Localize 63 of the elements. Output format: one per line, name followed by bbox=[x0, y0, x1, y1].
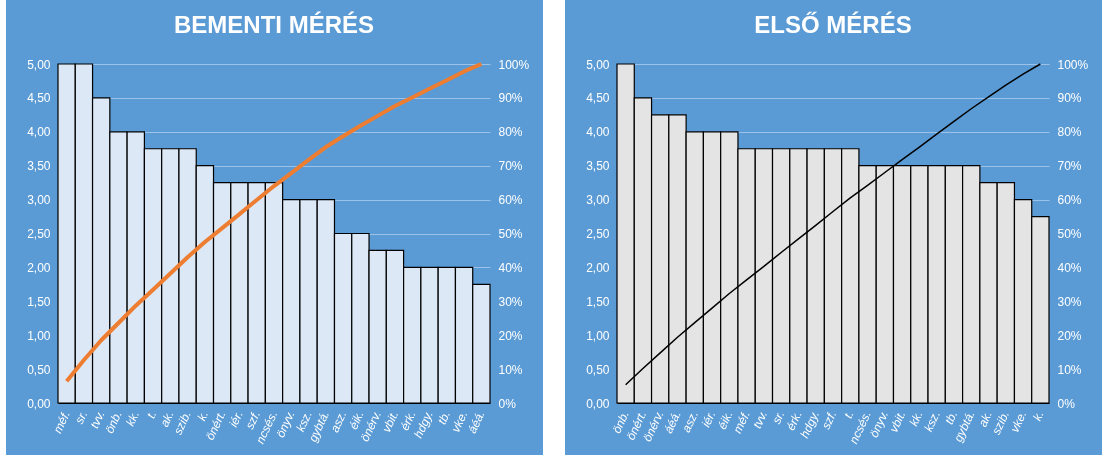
x-tick-label: k. bbox=[1030, 408, 1047, 423]
x-tick-label: iér. bbox=[226, 408, 246, 430]
y-tick-label: 3,00 bbox=[27, 193, 51, 208]
x-tick-label: szf. bbox=[818, 408, 840, 432]
y2-tick-label: 80% bbox=[498, 125, 523, 140]
y2-tick-label: 30% bbox=[1057, 294, 1082, 309]
x-tick-label: k. bbox=[194, 408, 212, 423]
y2-tick-label: 40% bbox=[1057, 260, 1082, 275]
y-tick-label: 0,00 bbox=[586, 396, 610, 411]
x-tick-label: méf. bbox=[50, 408, 73, 436]
x-tick-label: ksz. bbox=[921, 408, 944, 434]
y-tick-label: 1,00 bbox=[586, 328, 610, 343]
y2-tick-label: 0% bbox=[1057, 396, 1076, 411]
y-tick-label: 0,50 bbox=[586, 362, 610, 377]
y2-tick-label: 20% bbox=[498, 328, 523, 343]
y-tick-label: 5,00 bbox=[586, 57, 610, 72]
y-tick-label: 2,00 bbox=[27, 260, 51, 275]
chart-title: ELSŐ MÉRÉS bbox=[754, 11, 912, 38]
y2-tick-label: 40% bbox=[498, 260, 523, 275]
chart-title: BEMENTI MÉRÉS bbox=[173, 11, 375, 38]
y2-tick-label: 50% bbox=[1057, 227, 1082, 241]
y-tick-label: 4,50 bbox=[27, 91, 51, 106]
y2-tick-label: 90% bbox=[498, 91, 523, 106]
y-tick-label: 5,00 bbox=[27, 57, 51, 72]
x-tick-label: sr. bbox=[72, 408, 91, 427]
y2-tick-label: 70% bbox=[498, 159, 523, 174]
y2-tick-label: 20% bbox=[1057, 328, 1082, 343]
y-tick-label: 1,50 bbox=[586, 294, 610, 309]
y-tick-label: 4,00 bbox=[27, 125, 51, 140]
y2-tick-label: 0% bbox=[498, 396, 517, 411]
y2-tick-label: 10% bbox=[1057, 362, 1082, 377]
y2-tick-label: 100% bbox=[498, 57, 530, 72]
y2-tick-label: 90% bbox=[1057, 91, 1082, 106]
y2-tick-label: 10% bbox=[498, 362, 523, 377]
y-tick-label: 3,50 bbox=[27, 159, 51, 174]
y2-tick-label: 50% bbox=[498, 227, 523, 241]
y2-tick-label: 80% bbox=[1057, 125, 1082, 140]
y-tick-label: 0,00 bbox=[27, 396, 51, 411]
y-tick-label: 4,00 bbox=[586, 125, 610, 140]
x-tick-label: sr. bbox=[769, 408, 788, 427]
x-tick-label: tb. bbox=[434, 408, 454, 427]
y-tick-label: 1,50 bbox=[27, 294, 51, 309]
y-tick-label: 4,50 bbox=[586, 91, 610, 106]
y-tick-label: 1,00 bbox=[27, 328, 51, 343]
x-tick-label: t. bbox=[143, 408, 160, 421]
y2-tick-label: 60% bbox=[1057, 193, 1082, 208]
line-series bbox=[64, 62, 484, 384]
y2-tick-label: 60% bbox=[498, 193, 523, 208]
y2-tick-label: 100% bbox=[1057, 57, 1089, 72]
x-tick-label: t. bbox=[841, 408, 857, 421]
x-tick-label: ak. bbox=[975, 408, 995, 429]
y-tick-label: 3,00 bbox=[586, 193, 610, 208]
y2-tick-label: 70% bbox=[1057, 159, 1082, 174]
y-tick-label: 2,00 bbox=[586, 260, 610, 275]
y-tick-label: 2,50 bbox=[586, 227, 610, 241]
x-tick-label: kk. bbox=[122, 408, 143, 429]
y-tick-label: 2,50 bbox=[27, 227, 51, 241]
y-tick-label: 3,50 bbox=[586, 159, 610, 174]
x-tick-label: éik. bbox=[346, 408, 367, 432]
y2-tick-label: 30% bbox=[498, 294, 523, 309]
x-tick-label: tvv. bbox=[750, 408, 771, 431]
y-tick-label: 0,50 bbox=[27, 362, 51, 377]
x-tick-label: ak. bbox=[157, 408, 177, 429]
